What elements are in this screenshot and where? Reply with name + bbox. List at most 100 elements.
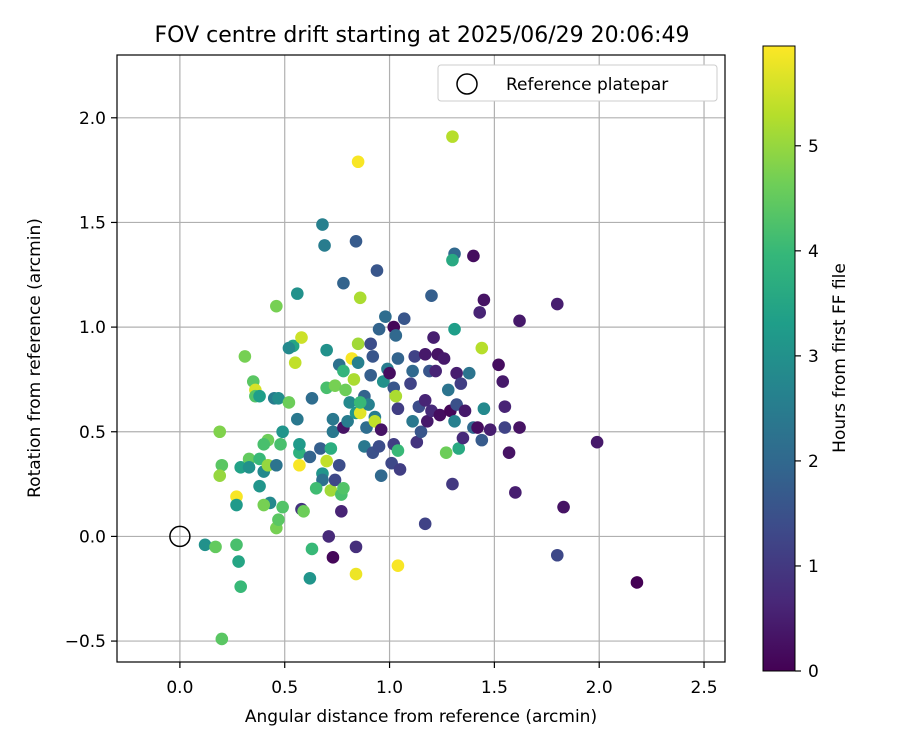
data-point [550,548,564,562]
data-point [418,517,432,531]
data-point [230,538,243,552]
colorbar-tick-label: 1 [808,557,819,577]
data-point [351,337,365,351]
data-point [347,373,361,386]
data-point [391,444,405,457]
data-point [291,412,304,426]
data-point [456,431,470,445]
data-point [272,391,285,405]
data-point [448,322,461,336]
data-point [326,425,340,439]
data-point [326,412,340,426]
data-point [291,287,304,300]
colorbar-tick-label: 3 [808,347,819,367]
data-point [337,481,350,495]
data-point [215,632,229,646]
data-point [448,414,461,428]
data-point [462,366,476,380]
data-point [550,297,564,311]
data-point [429,364,442,378]
data-point [282,396,296,409]
y-tick-label: 1.5 [79,213,106,233]
plot-frame [116,54,726,663]
data-point [297,504,310,518]
data-point [230,498,243,512]
data-point [452,442,466,455]
data-point [446,130,459,143]
data-point [492,358,505,372]
data-point [232,555,245,568]
data-point [366,350,380,363]
chart-title: FOV centre drift starting at 2025/06/29 … [155,23,690,48]
data-point [272,513,285,526]
legend-marker-icon [456,73,478,95]
data-point [282,341,296,355]
data-point [213,425,227,439]
data-point [630,576,644,589]
data-point [328,473,342,487]
data-point [471,421,484,434]
data-point [437,352,451,365]
data-point [305,391,319,405]
data-point [314,442,327,455]
legend-box [437,64,718,102]
data-point [349,540,363,554]
data-point [418,348,432,361]
data-point [295,331,308,344]
data-point [393,463,407,476]
data-point [590,435,604,449]
y-axis-label: Rotation from reference (arcmin) [25,218,45,498]
x-tick-label: 1.5 [481,678,508,698]
data-point [389,389,403,403]
data-point [441,383,455,397]
data-point [473,306,487,319]
data-point [446,253,459,267]
data-point [324,484,338,497]
reference-platepar-marker [169,525,191,548]
data-point [406,414,419,428]
data-point [320,454,333,468]
data-point [414,425,428,439]
data-point [446,477,459,491]
data-point [328,379,342,393]
data-point [320,343,333,357]
data-point [458,404,472,418]
data-point [454,377,468,390]
data-point [353,396,367,409]
data-point [475,433,489,447]
data-point [326,551,340,564]
data-point [391,352,405,365]
data-point [303,571,317,585]
data-point [498,421,512,434]
data-point [374,423,388,436]
data-point [483,423,497,436]
x-axis-label: Angular distance from reference (arcmin) [245,707,597,727]
data-point [418,394,432,407]
data-point [420,414,434,428]
data-point [318,239,331,252]
x-tick-label: 0.5 [271,678,298,698]
data-point [351,155,365,169]
data-point [374,469,388,483]
data-point [270,299,283,313]
colorbar-ticks: 0 1 2 3 4 5 [795,137,819,682]
data-point [337,364,350,378]
data-point [305,542,319,556]
data-point [351,356,365,369]
colorbar-label: Hours from first FF file [830,263,850,453]
data-point [391,559,405,573]
data-point [234,580,247,593]
x-tick-label: 2.5 [691,678,718,698]
legend: Reference platepar [437,64,718,102]
y-tick-label: −0.5 [65,632,106,652]
y-tick-label: 1.0 [79,318,106,338]
data-point [509,486,522,499]
data-point [364,337,377,351]
data-point [341,414,354,428]
data-point [242,461,256,474]
data-point [303,450,317,464]
y-tick-label: 0.5 [79,423,106,443]
colorbar-tick-label: 0 [808,662,819,682]
data-point [339,383,352,397]
